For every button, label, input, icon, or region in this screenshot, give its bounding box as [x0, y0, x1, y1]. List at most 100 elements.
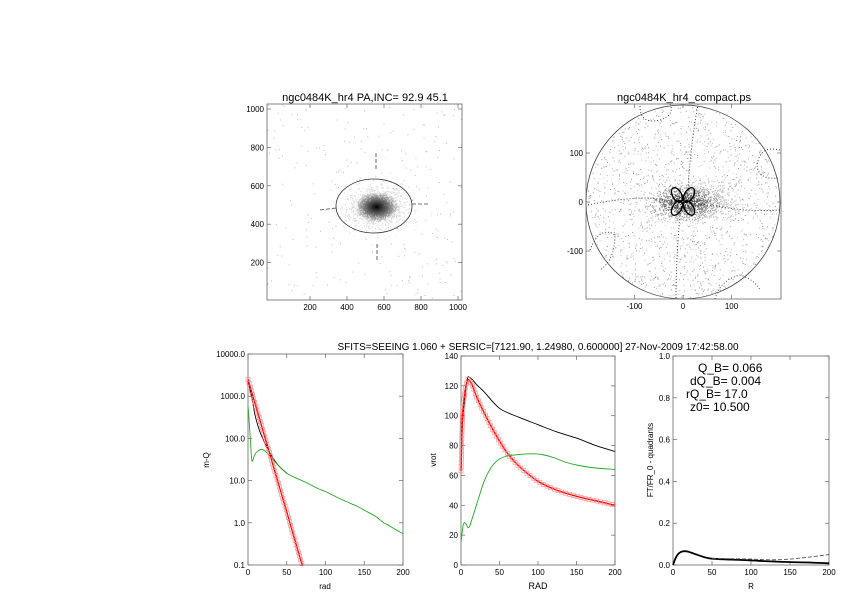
noise-pixel: [594, 187, 596, 189]
noise-pixel: [315, 246, 317, 248]
noise-pixel: [628, 246, 630, 248]
noise-pixel: [624, 128, 626, 130]
noise-pixel: [749, 150, 751, 152]
bar-pixel: [643, 228, 645, 230]
galaxy-pixel: [398, 212, 400, 214]
noise-pixel: [772, 213, 774, 215]
noise-pixel: [646, 230, 648, 232]
noise-pixel: [267, 282, 269, 284]
noise-pixel: [734, 218, 736, 220]
bar-pixel: [702, 206, 704, 208]
bar-pixel: [663, 199, 665, 201]
noise-pixel: [664, 205, 666, 207]
noise-pixel: [748, 271, 750, 273]
noise-pixel: [648, 147, 650, 149]
noise-pixel: [738, 182, 740, 184]
noise-pixel: [656, 201, 658, 203]
noise-pixel: [630, 213, 632, 215]
galaxy-pixel: [388, 235, 390, 237]
noise-pixel: [687, 169, 689, 171]
bar-pixel: [674, 207, 676, 209]
noise-pixel: [732, 279, 734, 281]
noise-pixel: [601, 167, 603, 169]
bar-pixel: [658, 200, 660, 202]
bar-pixel: [690, 211, 692, 213]
noise-pixel: [364, 273, 366, 275]
noise-pixel: [658, 184, 660, 186]
noise-pixel: [439, 182, 441, 184]
galaxy-pixel: [369, 223, 371, 225]
bar-pixel: [707, 216, 709, 218]
noise-pixel: [344, 185, 346, 187]
noise-pixel: [727, 188, 729, 190]
noise-pixel: [279, 246, 281, 248]
bar-pixel: [697, 207, 699, 209]
noise-pixel: [386, 293, 388, 295]
bar-pixel: [722, 196, 724, 198]
bar-pixel: [693, 186, 695, 188]
bar-pixel: [700, 204, 702, 206]
noise-pixel: [727, 193, 729, 195]
galaxy-pixel: [359, 194, 361, 196]
noise-pixel: [647, 174, 649, 176]
galaxy-pixel: [390, 226, 392, 228]
noise-pixel: [677, 255, 679, 257]
noise-pixel: [702, 217, 704, 219]
galaxy-pixel: [396, 212, 398, 214]
galaxy-pixel: [359, 179, 361, 181]
noise-pixel: [740, 147, 742, 149]
bar-pixel: [702, 200, 704, 202]
galaxy-pixel: [413, 219, 415, 221]
noise-pixel: [735, 155, 737, 157]
bar-pixel: [696, 190, 698, 192]
noise-pixel: [686, 244, 688, 246]
noise-pixel: [731, 238, 733, 240]
bar-pixel: [683, 198, 685, 200]
noise-pixel: [285, 227, 287, 229]
noise-pixel: [377, 237, 379, 239]
noise-pixel: [732, 279, 734, 281]
noise-pixel: [706, 134, 708, 136]
noise-pixel: [660, 220, 662, 222]
noise-pixel: [724, 124, 726, 126]
noise-pixel: [746, 170, 748, 172]
noise-pixel: [730, 255, 732, 257]
noise-pixel: [673, 237, 675, 239]
noise-pixel: [605, 254, 607, 256]
noise-pixel: [670, 161, 672, 163]
noise-pixel: [320, 230, 322, 232]
noise-pixel: [726, 175, 728, 177]
galaxy-pixel: [418, 189, 420, 191]
bar-pixel: [685, 205, 687, 207]
noise-pixel: [688, 170, 690, 172]
noise-pixel: [283, 105, 285, 107]
galaxy-pixel: [385, 191, 387, 193]
noise-pixel: [727, 151, 729, 153]
galaxy-pixel: [382, 229, 384, 231]
bar-pixel: [689, 209, 691, 211]
bar-pixel: [688, 193, 690, 195]
bar-pixel: [697, 217, 699, 219]
noise-pixel: [664, 132, 666, 134]
noise-pixel: [652, 260, 654, 262]
galaxy-pixel: [360, 217, 362, 219]
noise-pixel: [690, 121, 692, 123]
noise-pixel: [687, 237, 689, 239]
noise-pixel: [635, 201, 637, 203]
noise-pixel: [741, 130, 743, 132]
galaxy-pixel: [348, 198, 350, 200]
noise-pixel: [617, 245, 619, 247]
noise-pixel: [685, 131, 687, 133]
noise-pixel: [726, 135, 728, 137]
noise-pixel: [705, 278, 707, 280]
noise-pixel: [768, 186, 770, 188]
noise-pixel: [644, 252, 646, 254]
noise-pixel: [613, 228, 615, 230]
noise-pixel: [359, 177, 361, 179]
noise-pixel: [739, 141, 741, 143]
bar-pixel: [676, 219, 678, 221]
noise-pixel: [633, 258, 635, 260]
noise-pixel: [664, 282, 666, 284]
galaxy-pixel: [412, 189, 414, 191]
noise-pixel: [635, 263, 637, 265]
